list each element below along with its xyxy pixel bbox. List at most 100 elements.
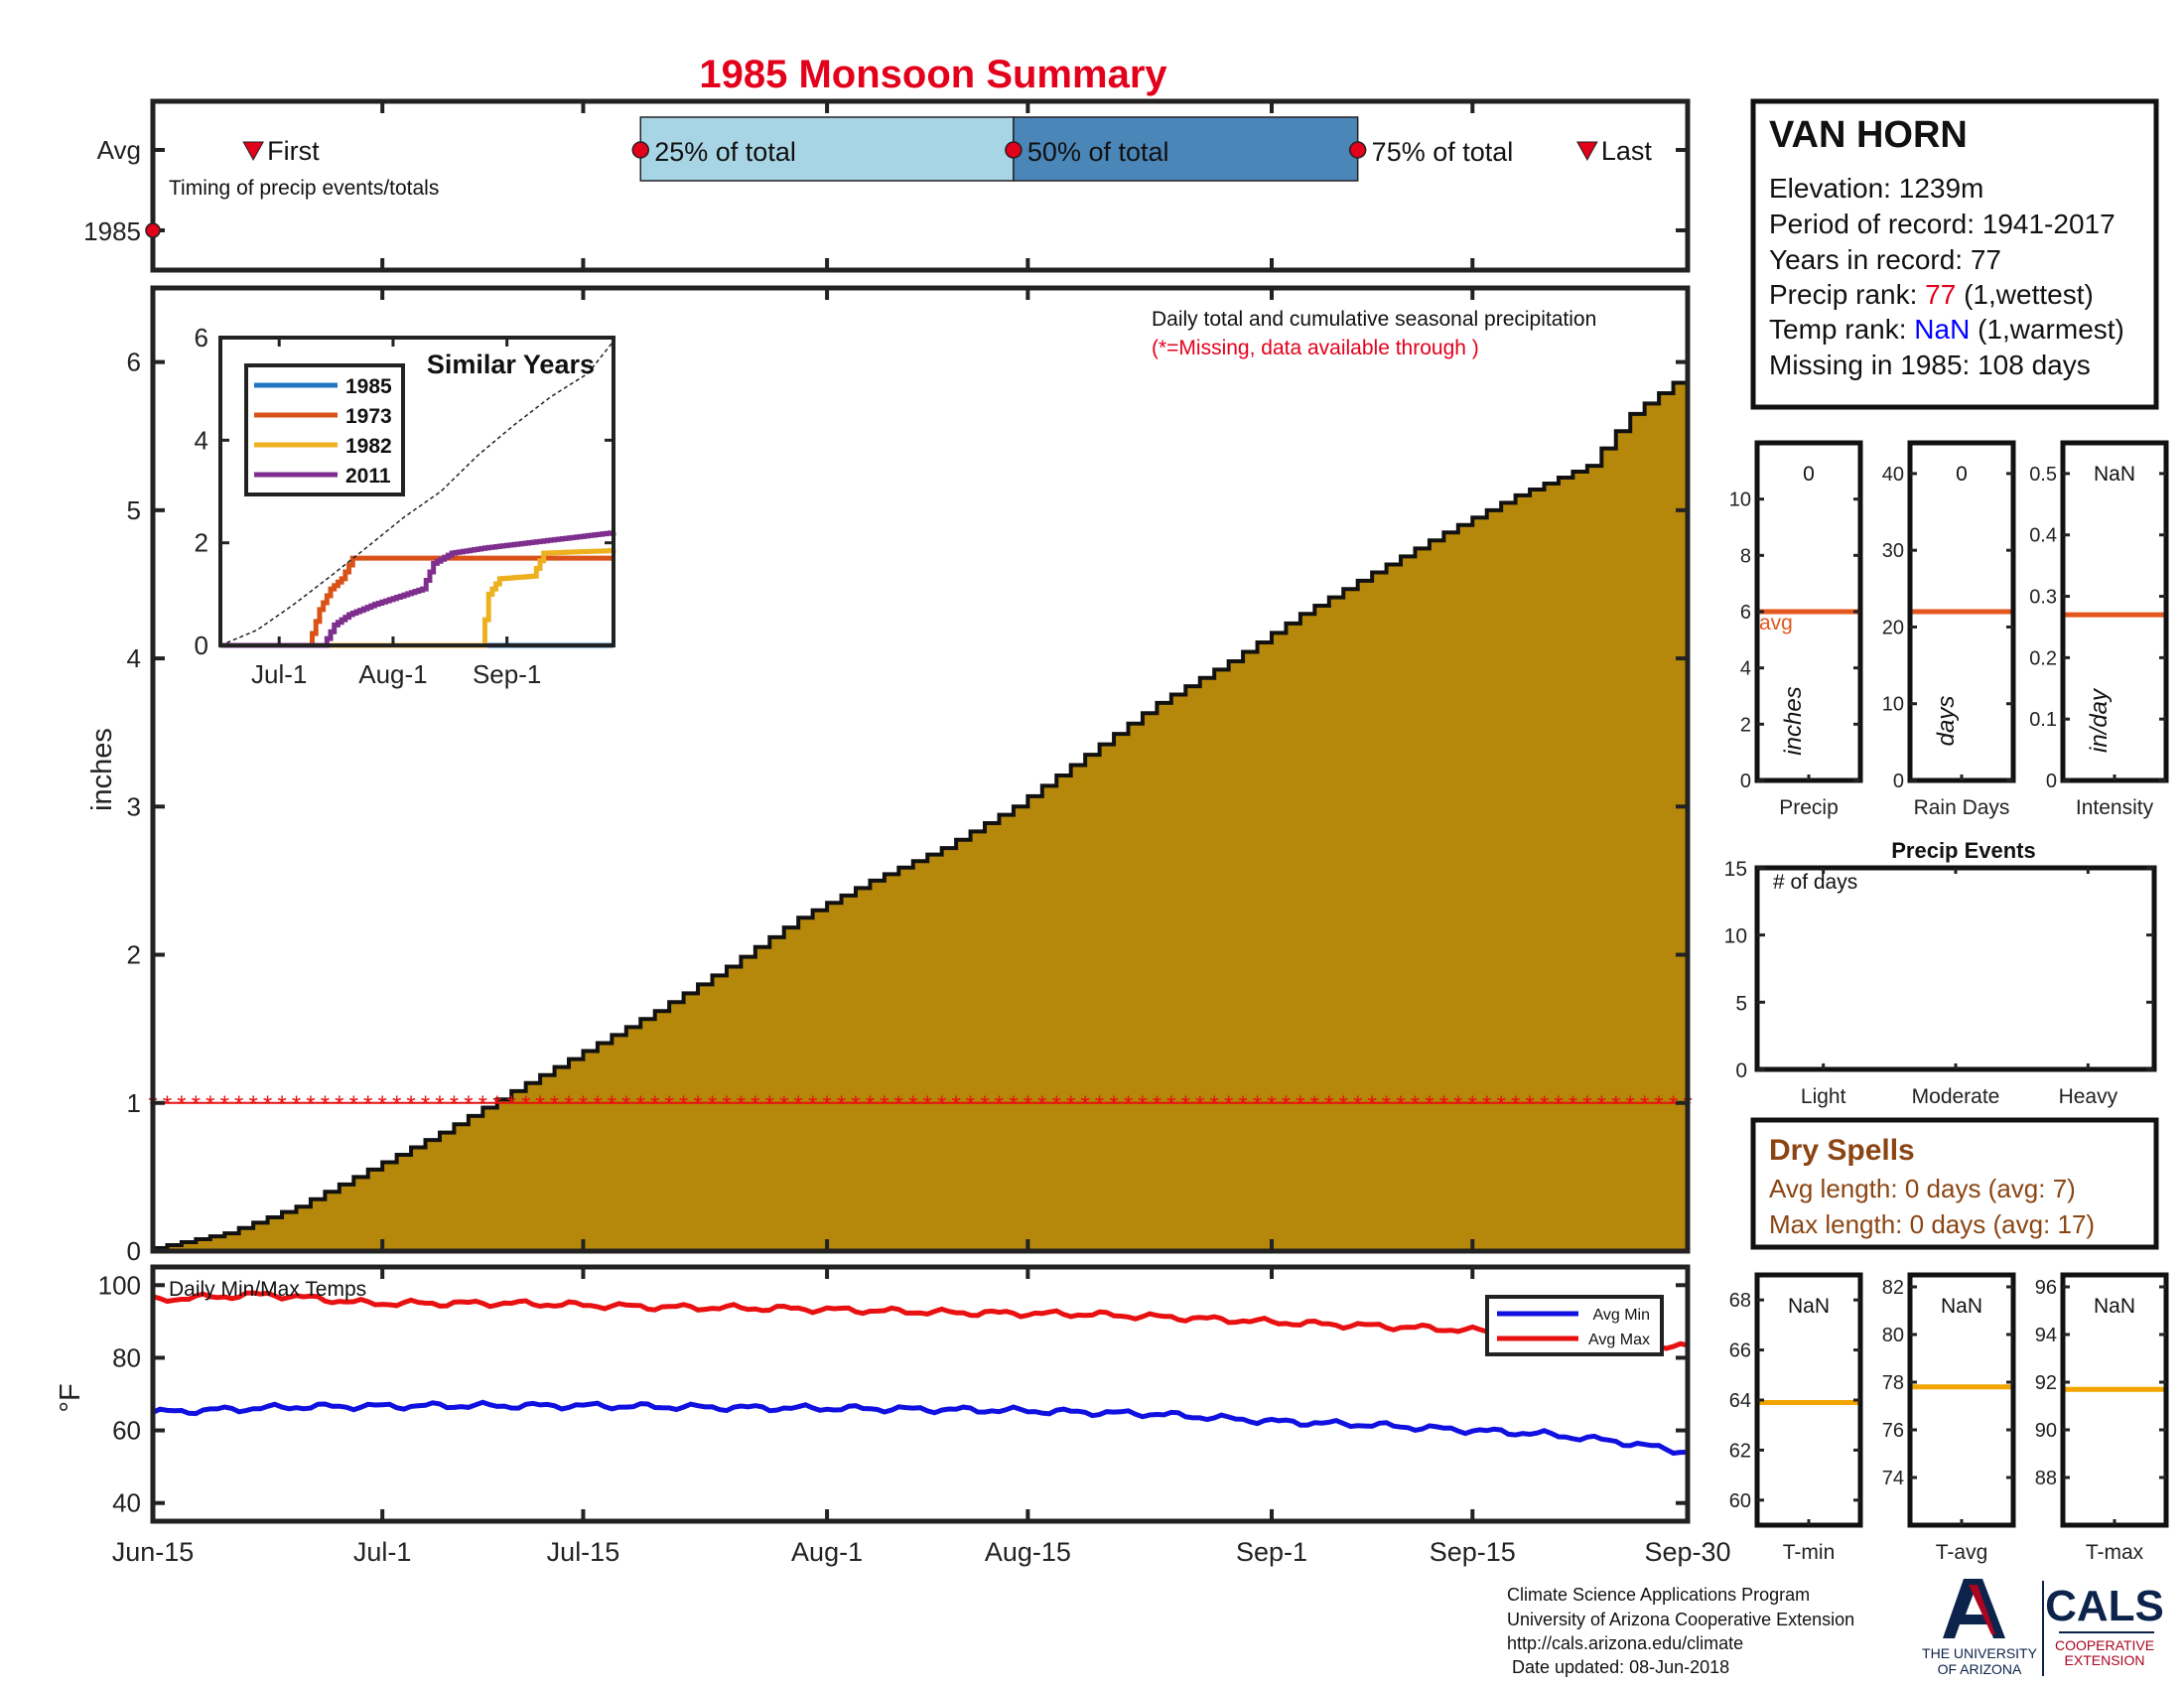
missing-marker: * [349,1091,358,1118]
missing-marker: * [321,1091,330,1118]
station-frame [1750,98,2159,410]
missing-marker: * [392,1091,401,1118]
missing-marker: * [521,1091,530,1118]
precip-bar-ytick-label: 8 [1740,545,1751,567]
p50-marker [1005,141,1023,159]
missing-marker: * [421,1091,430,1118]
station-elevation: Elevation: 1239m [1769,173,1983,204]
missing-marker: * [1124,1091,1133,1118]
main-ytick-label: 2 [127,940,141,970]
missing-marker: * [808,1091,817,1118]
missing-marker: * [794,1091,803,1118]
events-ytick-label: 5 [1735,992,1747,1015]
intensity-bar-ytick-label: 0.1 [2029,709,2057,731]
footer-line-4: Date updated: 08-Jun-2018 [1507,1657,1729,1677]
main-ytick-label: 0 [127,1236,141,1266]
precip-events-panel: Precip Events 0 5 10 15 Light Moderate Heavy #… [1724,838,2157,1108]
year-1985-marker [145,222,161,238]
precip-bar-avg-label: avg [1759,612,1793,634]
missing-marker: * [450,1091,459,1118]
tmin-bar-ytick-label: 66 [1729,1340,1751,1362]
precip-bar-unit-label: inches [1780,686,1807,755]
main-chart-title: Daily total and cumulative seasonal prec… [1152,308,1596,331]
main-ytick-label: 4 [127,643,141,673]
missing-marker: * [1353,1091,1362,1118]
inset-ytick-label: 4 [195,425,208,455]
temp-xtick-label: Sep-1 [1236,1537,1307,1567]
missing-marker: * [1238,1091,1247,1118]
tmin-bar-ytick-label: 64 [1729,1390,1751,1412]
missing-marker: * [650,1091,659,1118]
missing-marker: * [1611,1091,1620,1118]
inset-xtick-label: Aug-1 [358,659,427,689]
tavg-bar-value-label: NaN [1941,1295,1982,1318]
inset-xtick-label: Jul-1 [251,659,307,689]
missing-marker: * [765,1091,774,1118]
inset-title: Similar Years [427,350,595,379]
station-name: VAN HORN [1769,114,1968,156]
rain-days-bar-unit-label: days [1933,696,1960,747]
missing-marker: * [478,1091,487,1118]
missing-marker: * [608,1091,616,1118]
inset-series-2011 [220,530,616,648]
temp-axis-ticks: 40 60 80 100 Jun-15 Jul-1 Jul-15 Aug-1 Aug-15 Sep… [98,1267,1731,1567]
intensity-bar-ytick-label: 0.4 [2029,525,2057,547]
timing-year-label: 1985 [83,216,141,246]
missing-marker: * [1626,1091,1635,1118]
missing-marker: * [378,1091,387,1118]
events-ytick-label: 0 [1735,1059,1747,1082]
figure-title: 1985 Monsoon Summary [699,53,1167,96]
missing-marker: * [737,1091,746,1118]
temp-xtick-label: Sep-15 [1430,1537,1516,1567]
temperature-panel: 40 60 80 100 Jun-15 Jul-1 Jul-15 Aug-1 Aug-15 Sep… [55,1264,1731,1567]
main-ytick-label: 6 [127,348,141,377]
missing-marker: * [1153,1091,1161,1118]
missing-marker: * [1597,1091,1606,1118]
intensity-bar-ytick-label: 0 [2046,771,2057,792]
temp-xtick-label: Aug-15 [985,1537,1071,1567]
cals-logo-sub-1: COOPERATIVE [2055,1637,2154,1653]
missing-marker: * [1267,1091,1276,1118]
missing-marker: * [1425,1091,1433,1118]
events-ytick-label: 10 [1724,925,1747,948]
cals-logo-text: CALS [2045,1582,2164,1630]
legend-avg-max: Avg Max [1588,1332,1650,1348]
p25-label: 25% of total [654,137,796,167]
temp-xtick-label: Aug-1 [791,1537,863,1567]
missing-marker: * [679,1091,688,1118]
events-ytick-label: 15 [1724,858,1747,881]
missing-marker: * [277,1091,286,1118]
tavg-bar-ytick-label: 82 [1882,1277,1904,1299]
missing-marker: * [507,1091,516,1118]
missing-marker: * [866,1091,875,1118]
missing-marker: * [163,1091,172,1118]
missing-marker: * [464,1091,473,1118]
station-temp-rank: Temp rank: NaN (1,warmest) [1769,314,2124,345]
temp-ytick-label: 40 [112,1488,141,1518]
missing-marker: * [880,1091,888,1118]
inset-xtick-label: Sep-1 [473,659,541,689]
missing-marker: * [263,1091,272,1118]
missing-data-markers: * * * * * * * * * * * * * * * * * * * * * * * * * * * * * * * * * * * * * * * *… [148,1091,1692,1118]
missing-marker: * [579,1091,588,1118]
temp-ytick-label: 100 [98,1270,141,1300]
station-period: Period of record: 1941-2017 [1769,209,2116,239]
rain-days-bar-value-label: 0 [1956,463,1968,486]
inset-legend-label-1973: 1973 [345,405,392,428]
temp-ytick-label: 80 [112,1342,141,1372]
missing-marker: * [1195,1091,1204,1118]
rain-days-bar-ytick-label: 10 [1882,694,1904,716]
temp-xtick-label: Jul-15 [547,1537,620,1567]
cumulative-precip-panel: * * * * * * * * * * * * * * * * * * * * * * * * * * * * * * * * * * * * * * * *… [86,285,1693,1266]
main-ytick-label: 5 [127,495,141,525]
missing-marker: * [234,1091,243,1118]
timing-caption: Timing of precip events/totals [169,177,439,200]
missing-marker: * [535,1091,544,1118]
temp-legend-box [1485,1295,1664,1356]
dry-spells-box: Dry Spells Avg length: 0 days (avg: 7) M… [1750,1117,2159,1250]
intensity-bar-unit-label: in/day [2086,687,2113,753]
missing-marker: * [593,1091,602,1118]
missing-marker: * [937,1091,946,1118]
